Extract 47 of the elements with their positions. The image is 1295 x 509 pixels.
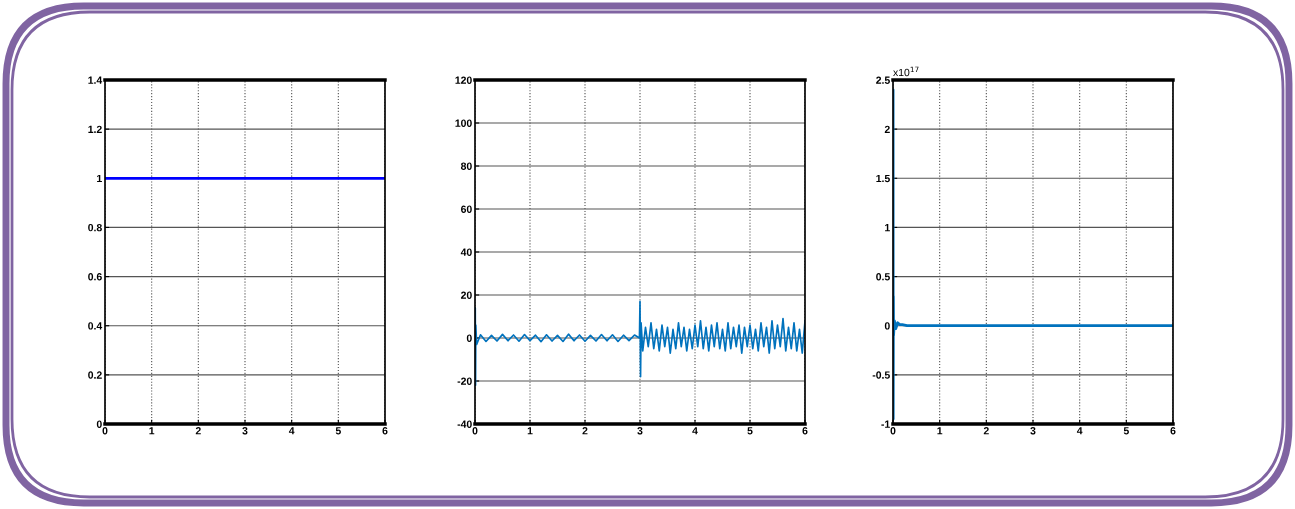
y-tick-label: -0.5 <box>872 371 890 379</box>
text: x10$^{17}$ <box>893 66 919 77</box>
x-tick-label: 4 <box>692 427 698 435</box>
y-tick-label: -40 <box>457 420 472 428</box>
x-tick-label: 0 <box>472 427 478 435</box>
y-tick-label: 120 <box>455 76 472 84</box>
x-tick-label: 1 <box>937 427 943 435</box>
x-tick-label: 4 <box>288 427 295 435</box>
x-tick-label: 6 <box>382 427 388 435</box>
x-tick-label: 6 <box>1170 427 1176 435</box>
y-tick-label: 1.2 <box>88 125 102 133</box>
x-tick-label: 5 <box>1123 427 1129 435</box>
y-tick-label: 0 <box>884 322 890 330</box>
y-tick-label: 100 <box>455 119 472 127</box>
x-tick-label: 2 <box>983 427 989 435</box>
x-tick-label: 2 <box>582 427 588 435</box>
x-tick-label: 6 <box>802 427 808 435</box>
y-tick-label: 2.5 <box>876 76 890 84</box>
y-tick-label: 0.2 <box>88 371 102 379</box>
y-tick-label: 0.8 <box>88 223 102 232</box>
x-tick-label: 0 <box>890 427 896 435</box>
y-tick-label: 0 <box>466 334 472 342</box>
y-tick-label: 1 <box>97 174 102 183</box>
y-tick-label: 60 <box>461 205 472 213</box>
x-tick-label: 0 <box>102 427 108 435</box>
y-tick-label: 0.6 <box>88 273 102 281</box>
y-tick-label: 1.4 <box>88 76 103 84</box>
y-tick-label: 20 <box>461 291 472 299</box>
x-tick-label: 4 <box>1076 427 1083 435</box>
y-tick-label: -1 <box>881 420 890 428</box>
y-tick-label: -20 <box>457 377 472 385</box>
x-tick-label: 5 <box>335 427 341 435</box>
x-tick-label: 3 <box>1030 427 1036 435</box>
x-tick-label: 1 <box>527 427 533 435</box>
x-tick-label: 5 <box>747 427 753 435</box>
x-tick-label: 3 <box>242 427 248 435</box>
y-tick-label: 0.4 <box>88 322 103 330</box>
x-tick-label: 2 <box>195 427 201 435</box>
y-tick-label: 40 <box>460 248 472 256</box>
y-tick-label: 80 <box>460 162 472 170</box>
x-tick-label: 1 <box>149 427 155 435</box>
y-tick-label: 2 <box>884 125 890 133</box>
y-tick-label: 0 <box>96 420 102 428</box>
x-tick-label: 3 <box>637 427 643 435</box>
y-tick-label: 1.5 <box>876 174 890 183</box>
y-tick-label: 1 <box>885 224 890 232</box>
y-tick-label: 0.5 <box>876 273 890 281</box>
